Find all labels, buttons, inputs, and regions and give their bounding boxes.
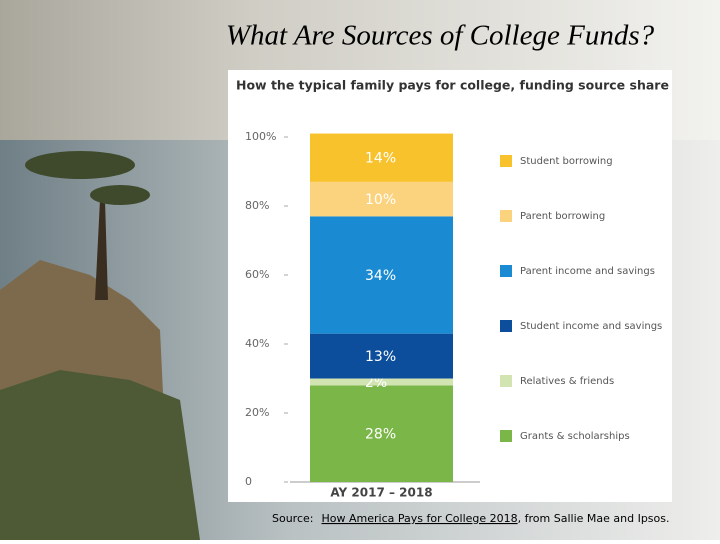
- legend-swatch: [500, 375, 512, 387]
- legend-swatch: [500, 155, 512, 167]
- slide-title: What Are Sources of College Funds?: [226, 20, 655, 52]
- tree-canopy: [90, 185, 150, 205]
- bar-segment: [310, 333, 453, 379]
- value-label: 13%: [365, 349, 396, 365]
- tree-canopy: [25, 151, 135, 179]
- bar-segment: [310, 216, 453, 334]
- legend-label: Student income and savings: [520, 321, 662, 332]
- bar-segment: [310, 133, 453, 182]
- source-prefix: Source:: [272, 512, 314, 525]
- value-label: 14%: [365, 151, 396, 167]
- y-tick-label: 100%: [245, 130, 276, 143]
- y-tick-label: 40%: [245, 337, 269, 350]
- y-tick-label: 80%: [245, 199, 269, 212]
- bar-segment: [310, 385, 453, 482]
- foliage: [0, 370, 200, 540]
- value-label: 2%: [365, 375, 387, 391]
- bar-segment: [310, 181, 453, 217]
- x-tick-label: AY 2017 – 2018: [330, 486, 432, 500]
- value-label: 10%: [365, 192, 396, 208]
- source-suffix: , from Sallie Mae and Ipsos.: [518, 512, 670, 525]
- source: Source: How America Pays for College 201…: [272, 512, 670, 525]
- legend-swatch: [500, 320, 512, 332]
- legend-label: Grants & scholarships: [520, 431, 630, 442]
- source-link[interactable]: How America Pays for College 2018: [322, 512, 518, 525]
- legend-swatch: [500, 210, 512, 222]
- legend-label: Student borrowing: [520, 156, 613, 167]
- y-tick-label: 0: [245, 475, 252, 488]
- legend-swatch: [500, 430, 512, 442]
- chart-title: How the typical family pays for college,…: [236, 78, 669, 93]
- y-tick-label: 20%: [245, 406, 269, 419]
- legend-label: Parent income and savings: [520, 266, 655, 277]
- legend-swatch: [500, 265, 512, 277]
- value-label: 28%: [365, 427, 396, 443]
- y-tick-label: 60%: [245, 268, 269, 281]
- tree-trunk: [95, 200, 108, 300]
- value-label: 34%: [365, 268, 396, 284]
- legend-label: Relatives & friends: [520, 376, 614, 387]
- bar-segment: [310, 378, 453, 386]
- source-link-text[interactable]: How America Pays for College 2018: [322, 512, 518, 525]
- legend-label: Parent borrowing: [520, 211, 605, 222]
